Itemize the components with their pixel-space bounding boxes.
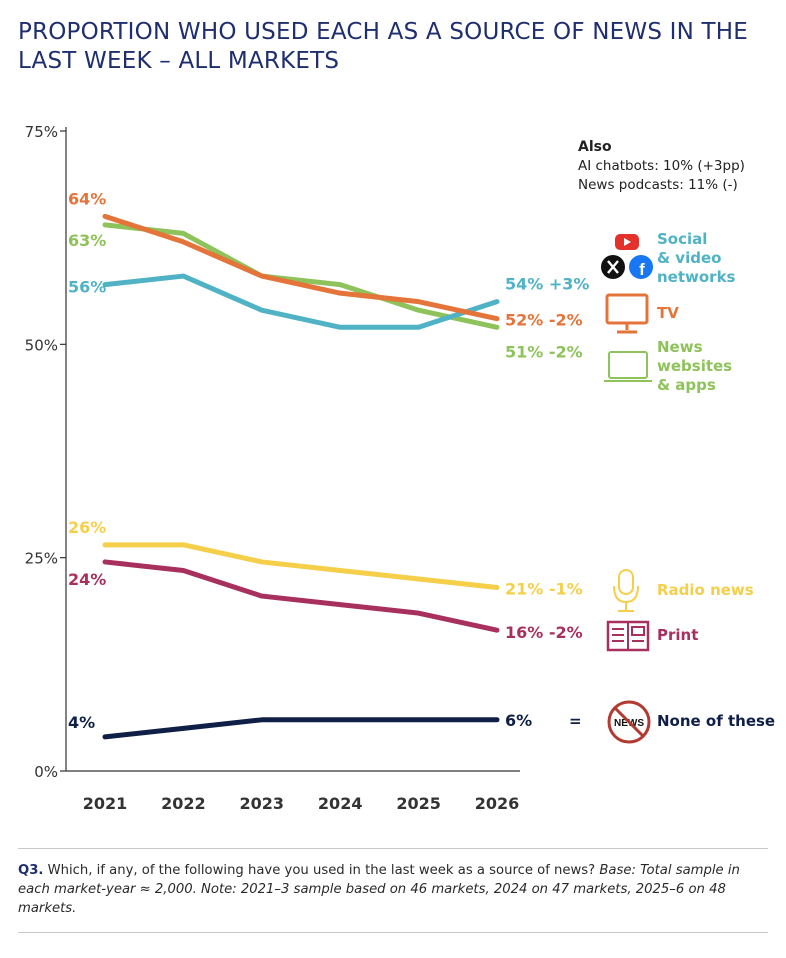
facebook-icon: f	[628, 254, 654, 284]
x-twitter-icon	[600, 254, 626, 284]
end-label-social: 54% +3%	[505, 275, 589, 294]
y-tick-label: 50%	[25, 336, 58, 354]
series-line-none	[102, 717, 500, 740]
legend-radio: Radio news	[657, 581, 754, 599]
start-label-websites: 63%	[68, 231, 106, 250]
start-label-tv: 64%	[68, 189, 106, 208]
series-line-print	[102, 559, 500, 633]
x-tick-label: 2025	[396, 794, 441, 813]
x-tick-label: 2026	[475, 794, 520, 813]
chart-axes: 0% 25% 50% 75% 2021 2022 2023 2024 2025 2026	[25, 123, 520, 813]
y-tick-label: 0%	[34, 763, 58, 781]
start-label-radio: 26%	[68, 518, 106, 537]
start-label-social: 56%	[68, 278, 106, 297]
legend-websites-line2: websites	[657, 357, 733, 375]
y-tick-label: 75%	[25, 123, 58, 141]
series-line-websites	[102, 222, 500, 330]
microphone-icon	[609, 568, 643, 618]
chart-labels: 56% 54% +3% 64% 52% -2% 63% 51% -2% 26% 21% -1%…	[68, 189, 589, 732]
tv-icon	[605, 292, 651, 340]
legend-social-line1: Social	[657, 230, 708, 248]
legend-none: None of these	[657, 712, 776, 730]
chart-lines	[102, 213, 500, 740]
end-label-radio: 21% -1%	[505, 580, 583, 599]
start-label-print: 24%	[68, 570, 106, 589]
y-tick-label: 25%	[25, 550, 58, 568]
legend-social-line2: & video	[657, 249, 722, 267]
start-label-none: 4%	[68, 713, 95, 732]
end-label-tv: 52% -2%	[505, 311, 583, 330]
also-news-podcasts: News podcasts: 11% (-)	[578, 177, 738, 193]
legend-print: Print	[657, 626, 699, 644]
also-ai-chatbots: AI chatbots: 10% (+3pp)	[578, 158, 745, 174]
laptop-icon	[603, 350, 653, 390]
legend-social-line3: networks	[657, 268, 736, 286]
x-tick-label: 2022	[161, 794, 206, 813]
footnote-question-number: Q3.	[18, 863, 44, 878]
legend-websites-line1: News	[657, 338, 703, 356]
chart-title: PROPORTION WHO USED EACH AS A SOURCE OF …	[18, 19, 749, 74]
also-heading: Also	[578, 139, 612, 155]
also-note: Also AI chatbots: 10% (+3pp) News podcas…	[578, 138, 745, 195]
footnote-base: Base: Total sample in each market-year ≈…	[18, 863, 740, 916]
youtube-icon	[614, 232, 640, 256]
series-line-social	[102, 273, 500, 330]
x-tick-label: 2023	[240, 794, 285, 813]
legend-websites: News websites & apps	[657, 338, 732, 395]
legend-social: Social & video networks	[657, 230, 736, 287]
legend-websites-line3: & apps	[657, 376, 716, 394]
footnote-question: Which, if any, of the following have you…	[43, 863, 600, 878]
no-news-icon: NEWS	[606, 699, 652, 749]
series-line-tv	[102, 213, 500, 322]
x-tick-label: 2024	[318, 794, 363, 813]
series-line-radio	[102, 542, 500, 591]
svg-text:f: f	[639, 260, 645, 279]
end-label-none: 6%	[505, 711, 532, 730]
line-chart: 0%25%50%75%2021 2022 2023 2024 2025 2026 56% 5…	[25, 123, 590, 813]
equals-sign: =	[569, 712, 582, 730]
end-label-print: 16% -2%	[505, 623, 583, 642]
footnote: Q3. Which, if any, of the following have…	[18, 848, 768, 933]
legend-tv: TV	[657, 304, 679, 322]
end-label-websites: 51% -2%	[505, 342, 583, 361]
newspaper-icon	[606, 620, 650, 656]
x-tick-label: 2021	[83, 794, 128, 813]
